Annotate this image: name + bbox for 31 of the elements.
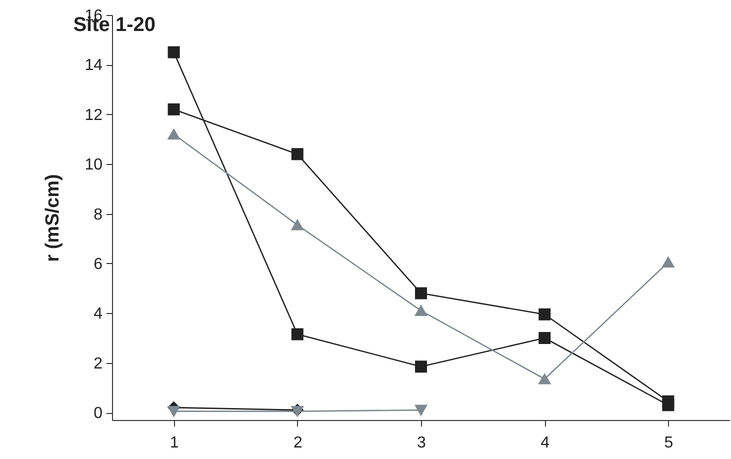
point xyxy=(291,406,304,417)
point xyxy=(415,287,427,300)
point xyxy=(538,332,551,344)
x-tick-label: 1 xyxy=(170,434,179,452)
point xyxy=(291,328,304,340)
x-tick-label: 4 xyxy=(540,434,550,452)
point xyxy=(415,305,427,316)
y-tick-label: 14 xyxy=(84,57,103,74)
y-tick-label: 8 xyxy=(94,206,103,224)
y-tick-label: 2 xyxy=(94,355,103,372)
x-tick-label: 2 xyxy=(293,434,302,452)
y-tick-label: 4 xyxy=(94,306,103,323)
point xyxy=(168,406,180,417)
point xyxy=(662,256,674,268)
point xyxy=(415,360,427,373)
point xyxy=(168,128,180,140)
point xyxy=(168,46,180,58)
y-tick-label: 12 xyxy=(84,106,103,124)
point xyxy=(291,148,304,160)
point xyxy=(291,220,304,230)
x-tick-label: 3 xyxy=(417,434,426,452)
y-tick-label: 6 xyxy=(94,256,103,273)
point xyxy=(538,374,551,384)
y-tick-label: 0 xyxy=(94,405,103,422)
point xyxy=(415,404,427,416)
point xyxy=(662,399,674,412)
x-tick-label: 5 xyxy=(664,434,674,452)
y-axis-title: r (mS/cm) xyxy=(42,174,64,262)
point xyxy=(168,103,180,116)
y-tick-label: 10 xyxy=(84,156,103,174)
point xyxy=(538,308,551,320)
